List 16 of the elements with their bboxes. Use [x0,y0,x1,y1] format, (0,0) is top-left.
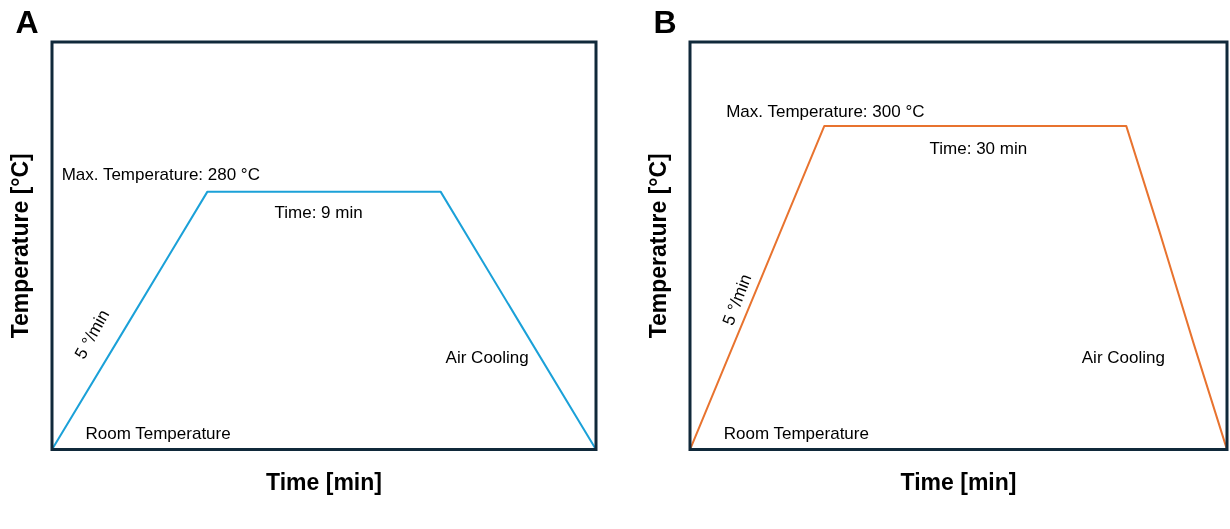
text: Max. Temperature: 280 °C [61,165,260,185]
annotation: 5 °/min [718,271,756,328]
y-axis-title: Temperature [°C] [645,153,672,339]
x-axis-title: Time [min] [266,468,382,495]
annotation: Time: 9 min [274,202,363,222]
annotation: 5 °/min [70,306,114,363]
chart-title: A [15,3,39,40]
y-axis-title: Temperature [°C] [7,153,34,339]
annotation: Room Temperature [85,424,231,444]
text: Max. Temperature: 300 °C [726,101,925,121]
x-axis-title: Time [min] [900,468,1017,495]
annotation: Air Cooling [1081,347,1165,367]
annotation: Air Cooling [445,347,529,367]
annotation: Time: 30 min [929,138,1028,158]
annotation: Room Temperature [723,424,869,444]
chart-title: B [653,3,677,40]
